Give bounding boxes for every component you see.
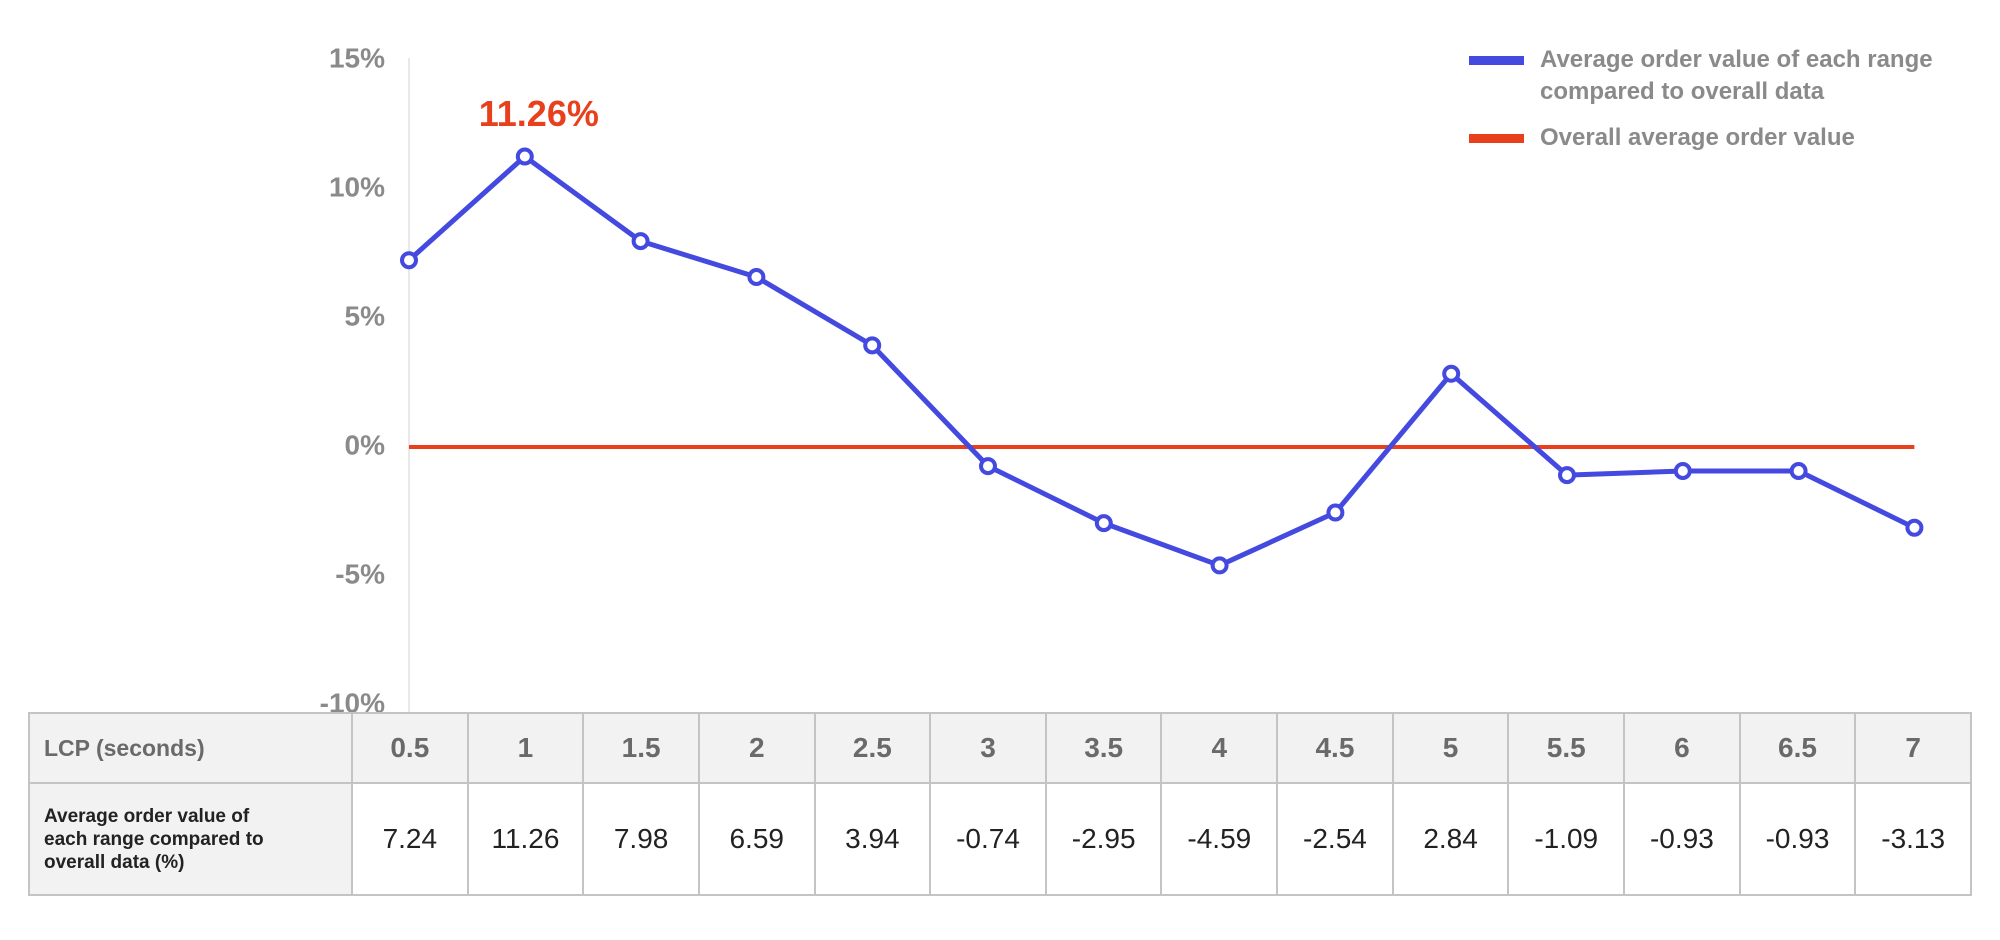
table-value: 7.24 bbox=[351, 782, 469, 896]
table-value: 3.94 bbox=[813, 782, 932, 896]
y-tick-label: -5% bbox=[335, 558, 385, 589]
table-category: 7 bbox=[1854, 712, 1972, 784]
data-point bbox=[631, 232, 650, 251]
table-category: 2.5 bbox=[813, 712, 932, 784]
legend-swatch bbox=[1469, 134, 1524, 143]
data-point bbox=[863, 336, 882, 355]
data-point bbox=[1094, 514, 1113, 533]
table-value: -3.13 bbox=[1854, 782, 1972, 896]
data-point bbox=[1789, 461, 1808, 480]
y-tick-label: 15% bbox=[329, 42, 385, 73]
table-value: 7.98 bbox=[582, 782, 700, 896]
table-value: 6.59 bbox=[697, 782, 816, 896]
data-point bbox=[400, 251, 418, 270]
table-category: 5.5 bbox=[1507, 712, 1626, 784]
table-value: -0.93 bbox=[1738, 782, 1857, 896]
table-category: 4.5 bbox=[1276, 712, 1394, 784]
data-point bbox=[1673, 461, 1692, 480]
data-point bbox=[1442, 364, 1461, 383]
table-value: -0.74 bbox=[929, 782, 1047, 896]
data-point bbox=[1558, 466, 1576, 485]
y-tick-label: 10% bbox=[329, 171, 385, 202]
table-row-label: Average order value of each range compar… bbox=[28, 782, 353, 896]
table-category: 3 bbox=[929, 712, 1047, 784]
table-category: 4 bbox=[1160, 712, 1279, 784]
table-category: 3.5 bbox=[1044, 712, 1163, 784]
table-value: 2.84 bbox=[1391, 782, 1510, 896]
y-tick-label: -10% bbox=[320, 687, 385, 712]
legend-label: Average order value of each range compar… bbox=[1540, 46, 1933, 105]
legend-swatch bbox=[1469, 56, 1524, 65]
table-row-label: LCP (seconds) bbox=[28, 712, 353, 784]
table-value: -1.09 bbox=[1507, 782, 1626, 896]
value-label: 11.26% bbox=[479, 93, 599, 134]
y-tick-label: 5% bbox=[345, 300, 386, 331]
data-point bbox=[1210, 556, 1229, 575]
table-category: 5 bbox=[1391, 712, 1510, 784]
data-point bbox=[747, 267, 766, 286]
table-value: -2.95 bbox=[1044, 782, 1163, 896]
table-value: 11.26 bbox=[466, 782, 585, 896]
table-category: 2 bbox=[697, 712, 816, 784]
legend-label: Overall average order value bbox=[1540, 124, 1855, 151]
table-value: -2.54 bbox=[1276, 782, 1394, 896]
chart: -10% -5% 0% 5% 10% 15% 11.26% bbox=[320, 42, 1924, 712]
table-row-label-text: Average order value of each range compar… bbox=[44, 805, 264, 873]
table-category: 6.5 bbox=[1738, 712, 1857, 784]
table-category: 1 bbox=[466, 712, 585, 784]
data-point bbox=[1326, 503, 1345, 522]
table-category: 1.5 bbox=[582, 712, 700, 784]
data-table: LCP (seconds) 0.5 1 1.5 2 2.5 3 3.5 4 4.5 5 5.5 6 6.5… bbox=[28, 712, 1972, 896]
table-value: -4.59 bbox=[1160, 782, 1279, 896]
table-header-row: LCP (seconds) 0.5 1 1.5 2 2.5 3 3.5 4 4.5 5 5.5 6 6.5… bbox=[28, 712, 1972, 784]
data-point bbox=[515, 147, 534, 166]
data-line bbox=[407, 153, 1916, 568]
table-category: 0.5 bbox=[351, 712, 469, 784]
table-value: -0.93 bbox=[1623, 782, 1741, 896]
y-tick-label: 0% bbox=[345, 429, 386, 460]
table-category: 6 bbox=[1623, 712, 1741, 784]
table-value-row: Average order value of each range compar… bbox=[28, 782, 1972, 896]
data-point bbox=[1905, 518, 1924, 537]
data-point bbox=[979, 457, 997, 476]
